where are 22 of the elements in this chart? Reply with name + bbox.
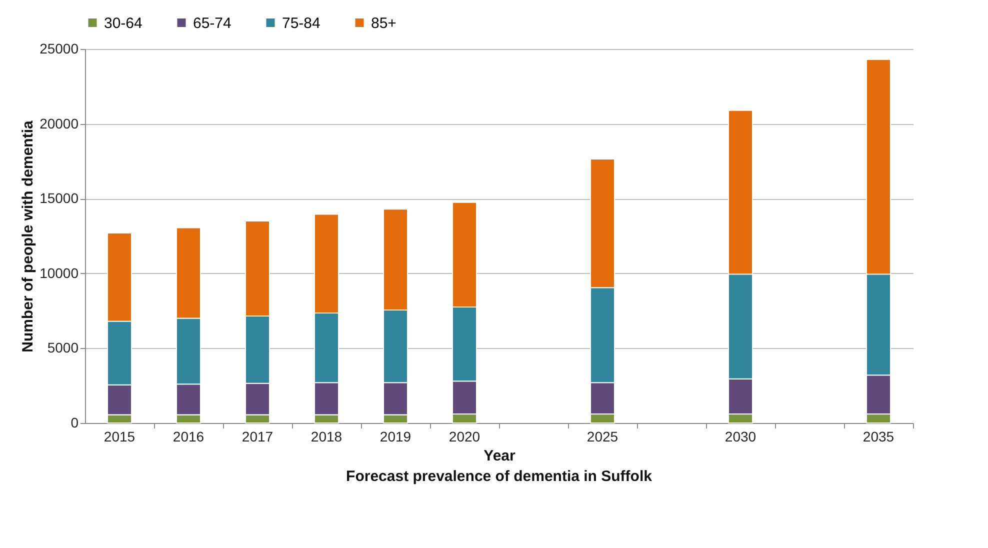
x-tick-label: 2016 bbox=[172, 428, 204, 444]
x-axis-title: Year bbox=[484, 448, 516, 464]
y-tick-label: 25000 bbox=[40, 40, 79, 56]
legend-label: 65-74 bbox=[193, 14, 232, 32]
x-tick-label: 2015 bbox=[104, 428, 136, 444]
legend-label: 85+ bbox=[371, 14, 397, 32]
y-tick-label: 20000 bbox=[40, 115, 79, 132]
x-tick-label: 2020 bbox=[448, 428, 480, 444]
legend-label: 30-64 bbox=[104, 14, 142, 32]
y-axis-title: Number of people with dementia bbox=[20, 120, 37, 352]
y-tick-label: 10000 bbox=[40, 264, 79, 281]
x-tick-label: 2025 bbox=[586, 428, 618, 444]
legend-label: 75-84 bbox=[282, 14, 320, 32]
y-tick-label: 0 bbox=[70, 414, 79, 430]
y-tick-label: 15000 bbox=[40, 190, 79, 206]
x-tick-label: 2017 bbox=[242, 428, 274, 444]
x-tick-label: 2019 bbox=[380, 428, 412, 444]
text: Forecast prevalence of dementia in Suffolk bbox=[346, 468, 653, 485]
x-tick-label: 2030 bbox=[724, 428, 756, 444]
x-tick-label: 2035 bbox=[862, 428, 894, 444]
x-tick-label: 2018 bbox=[310, 428, 342, 444]
y-tick-label: 5000 bbox=[47, 340, 79, 356]
